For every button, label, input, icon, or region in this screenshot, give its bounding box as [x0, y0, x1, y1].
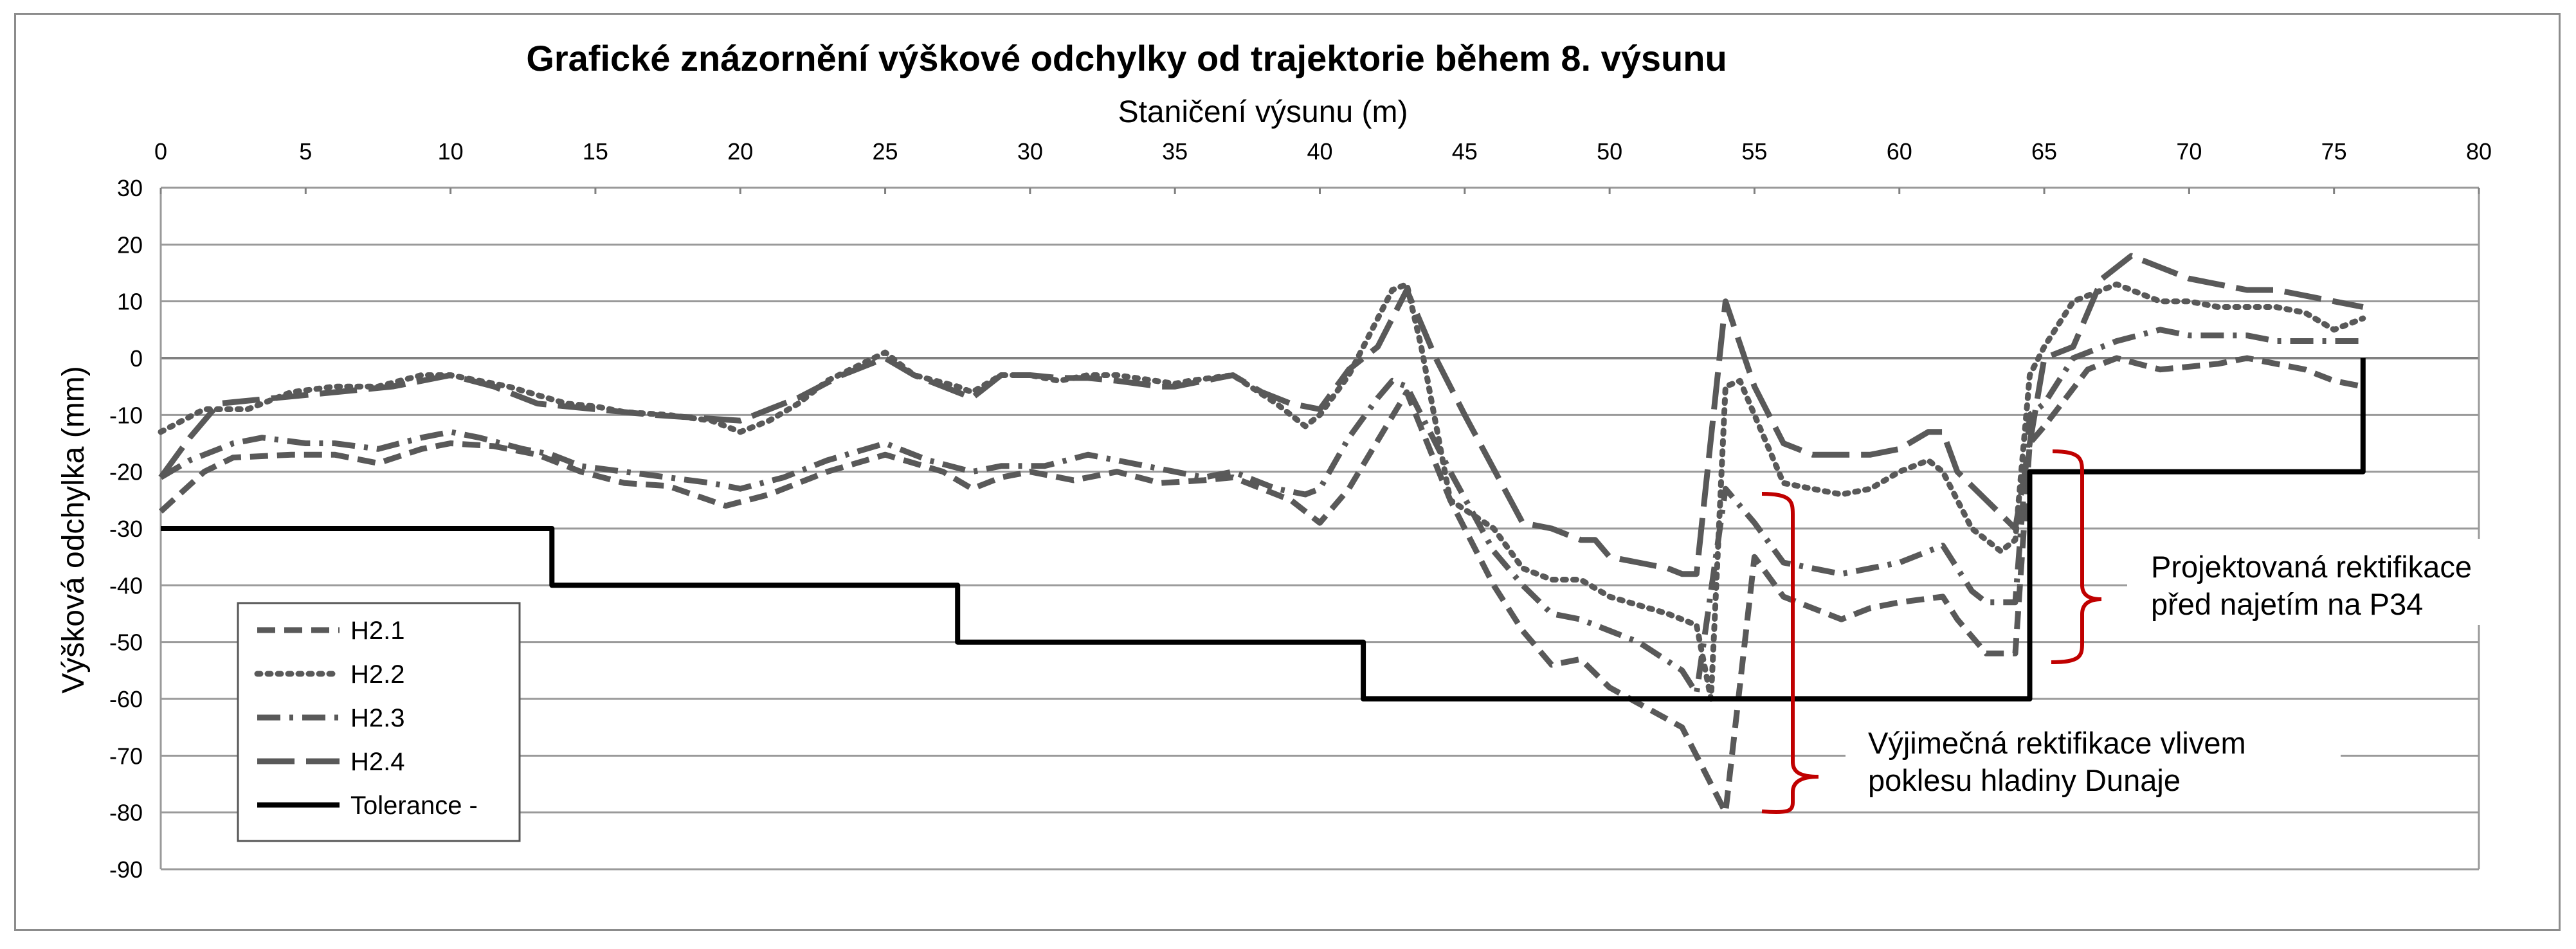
chart-title: Grafické znázornění výškové odchylky od …: [526, 38, 1727, 78]
x-tick-label: 40: [1307, 138, 1332, 165]
x-tick-label: 30: [1017, 138, 1043, 165]
legend-label: H2.4: [350, 748, 405, 776]
legend: H2.1 H2.2 H2.3 H2.4 Tolerance -: [237, 602, 521, 842]
legend-label: H2.2: [350, 660, 405, 689]
legend-label: Tolerance -: [350, 791, 478, 820]
x-tick-label: 5: [299, 138, 312, 165]
annotation-text-exceptional-line2: poklesu hladiny Dunaje: [1868, 763, 2181, 797]
x-tick-label: 20: [727, 138, 753, 165]
x-tick-label: 25: [873, 138, 898, 165]
y-tick-label: -30: [109, 516, 143, 542]
x-tick-label: 0: [154, 138, 167, 165]
annotation-brace-exceptional: [1761, 492, 1819, 815]
y-tick-label: 20: [117, 231, 143, 258]
y-tick-label: -90: [109, 856, 143, 883]
y-tick-label: -40: [109, 572, 143, 599]
x-tick-label: 45: [1452, 138, 1478, 165]
x-tick-label: 15: [583, 138, 608, 165]
legend-box: [237, 602, 521, 842]
x-tick-label: 70: [2176, 138, 2202, 165]
series-lines: [158, 253, 2366, 816]
y-tick-label: -50: [109, 629, 143, 656]
y-tick-label: 10: [117, 289, 143, 315]
x-tick-label: 75: [2321, 138, 2347, 165]
y-tick-label: 0: [130, 345, 143, 372]
x-tick-label: 65: [2031, 138, 2057, 165]
annotation-text-projected-line1: Projektovaná rektifikace: [2151, 550, 2472, 584]
y-tick-label: -20: [109, 459, 143, 485]
y-tick-label: -60: [109, 686, 143, 712]
annotation-box-projected: [2127, 539, 2507, 625]
y-tick-label: 30: [117, 175, 143, 201]
x-axis-label: Staničení výsunu (m): [1118, 95, 1408, 129]
x-tick-label: 55: [1741, 138, 1767, 165]
x-tick-label: 80: [2466, 138, 2492, 165]
series-line-h2-4: [158, 253, 2364, 577]
y-tick-label: -10: [109, 402, 143, 428]
series-line-h2-1: [158, 355, 2364, 816]
legend-label: H2.3: [350, 704, 405, 732]
x-tick-label: 10: [438, 138, 464, 165]
annotation-text-projected-line2: před najetím na P34: [2151, 587, 2423, 621]
axes: 30 20 10 0 -10 -20 -30 -40 -50 -60 -70 -80 -90 0 5 10 15…: [109, 138, 2492, 883]
annotation-brace-projected: [2051, 449, 2102, 664]
y-axis-label: Výšková odchylka (mm): [57, 366, 91, 693]
x-tick-label: 35: [1162, 138, 1188, 165]
x-tick-label: 60: [1887, 138, 1912, 165]
annotation-box-exceptional: [1846, 715, 2341, 802]
x-tick-label: 50: [1597, 138, 1622, 165]
y-tick-label: -70: [109, 743, 143, 769]
series-line-tolerance: [161, 358, 2366, 701]
legend-label: H2.1: [350, 617, 405, 645]
y-tick-label: -80: [109, 800, 143, 826]
annotation-text-exceptional-line1: Výjimečná rektifikace vlivem: [1868, 726, 2246, 760]
